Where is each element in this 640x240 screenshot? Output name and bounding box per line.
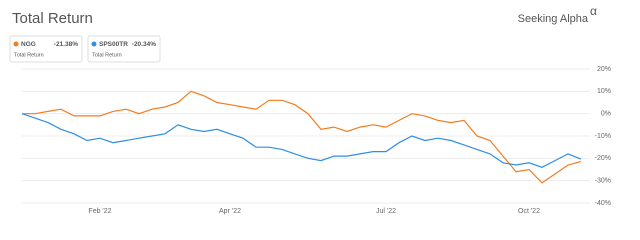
y-tick-label: 10%: [597, 88, 611, 95]
legend-note: Total Return: [14, 52, 44, 58]
legend-value: -21.38%: [54, 41, 78, 48]
legend-box: [9, 35, 83, 63]
legend-name: SPS00TR: [99, 41, 128, 48]
x-tick-label: Feb '22: [88, 208, 111, 215]
y-tick-label: -30%: [595, 178, 611, 185]
x-tick-label: Oct '22: [518, 208, 540, 215]
legend-swatch: [91, 41, 97, 47]
legend-value: -20.34%: [132, 41, 156, 48]
series-line: [21, 113, 582, 168]
chart: Total Return Seeking Alpha α 20% 10% 0% -10…: [9, 4, 611, 215]
legend-note: Total Return: [92, 52, 122, 58]
y-tick-label: -20%: [595, 155, 611, 162]
x-tick-label: Jul '22: [376, 208, 396, 215]
y-tick-label: 0%: [601, 111, 611, 118]
legend-box: [87, 35, 161, 63]
y-tick-label: -10%: [595, 133, 611, 140]
brand: Seeking Alpha: [518, 13, 589, 25]
legend-swatch: [13, 41, 19, 47]
chart-title: Total Return: [12, 10, 93, 27]
y-tick-label: -40%: [595, 200, 611, 207]
brand-mark: α: [590, 4, 597, 18]
series-line: [22, 90, 582, 184]
x-tick-label: Apr '22: [219, 208, 241, 215]
y-tick-label: 20%: [597, 66, 611, 73]
legend-name: NGG: [21, 41, 36, 48]
